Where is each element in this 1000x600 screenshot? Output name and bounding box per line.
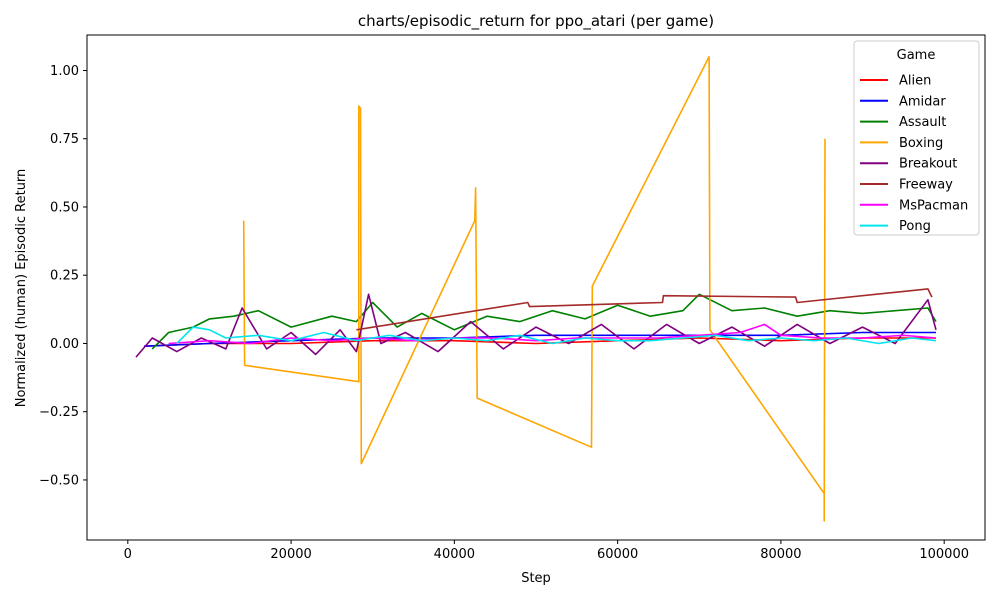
- y-axis-ticks: −0.50 −0.25 0.00 0.25 0.50 0.75 1.00: [39, 64, 87, 488]
- series-layer: [135, 55, 937, 522]
- x-tick-label: 100000: [919, 547, 969, 562]
- y-axis-label: Normalized (human) Episodic Return: [14, 169, 29, 408]
- legend-label-breakout: Breakout: [899, 157, 957, 172]
- y-tick-label: 0.00: [50, 337, 79, 352]
- x-tick-label: 20000: [270, 547, 311, 562]
- chart-title: charts/episodic_return for ppo_atari (pe…: [358, 12, 714, 31]
- legend-label-freeway: Freeway: [899, 178, 953, 193]
- legend-label-boxing: Boxing: [899, 136, 943, 151]
- series-line-pong: [176, 326, 937, 345]
- legend-items: Alien Amidar Assault Boxing Breakout Freeway M…: [860, 74, 968, 234]
- y-tick-label: 0.50: [50, 200, 79, 215]
- y-tick-label: −0.25: [39, 405, 79, 420]
- x-tick-label: 80000: [760, 547, 801, 562]
- x-tick-label: 40000: [434, 547, 475, 562]
- legend-label-pong: Pong: [899, 219, 931, 234]
- plot-frame: [86, 34, 986, 541]
- legend-label-mspacman: MsPacman: [899, 198, 968, 213]
- x-tick-label: 60000: [597, 547, 638, 562]
- series-line-breakout: [135, 293, 937, 358]
- x-tick-label: 0: [124, 547, 132, 562]
- x-axis-ticks: 0 20000 40000 60000 80000 100000: [124, 540, 969, 562]
- x-axis-label: Step: [521, 571, 551, 586]
- series-line-boxing: [242, 55, 826, 522]
- series-line-freeway: [356, 288, 933, 331]
- legend-title: Game: [897, 48, 936, 63]
- y-tick-label: 1.00: [50, 64, 79, 79]
- y-tick-label: 0.25: [50, 269, 79, 284]
- legend-label-amidar: Amidar: [899, 94, 946, 109]
- y-tick-label: −0.50: [39, 473, 79, 488]
- y-tick-label: 0.75: [50, 132, 79, 147]
- legend-label-assault: Assault: [899, 115, 946, 130]
- legend-frame: [853, 40, 980, 236]
- plot-area: [86, 34, 986, 541]
- series-line-assault: [151, 293, 937, 350]
- legend: Game Alien Amidar Assault Boxing Breakout Fre…: [853, 40, 980, 236]
- legend-label-alien: Alien: [899, 74, 931, 89]
- series-line-mspacman: [168, 323, 937, 345]
